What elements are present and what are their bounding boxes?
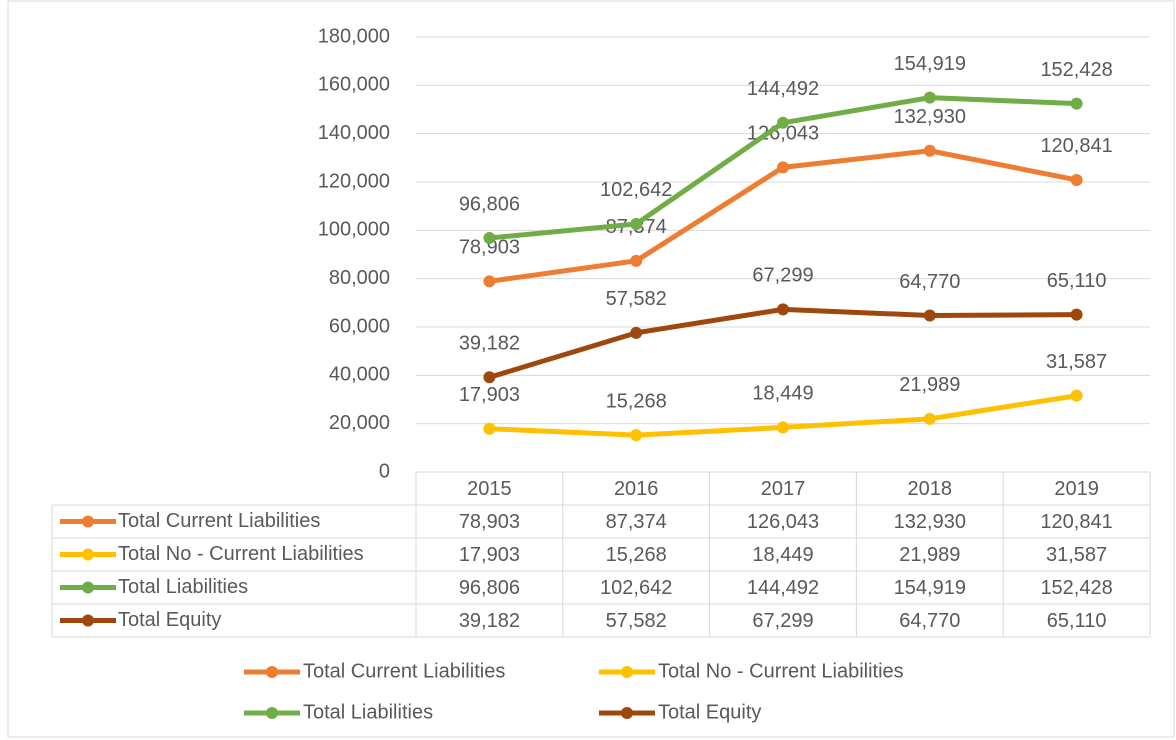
point-marker bbox=[630, 326, 643, 339]
table-cell: 39,182 bbox=[459, 610, 520, 632]
table-cell: 154,919 bbox=[894, 577, 966, 599]
table-cell: 144,492 bbox=[747, 577, 819, 599]
point-marker bbox=[483, 275, 496, 288]
table-cell: 65,110 bbox=[1047, 610, 1107, 632]
data-label: 120,841 bbox=[1040, 135, 1112, 157]
point-marker bbox=[923, 91, 936, 104]
y-tick-label: 0 bbox=[379, 460, 390, 482]
data-label: 65,110 bbox=[1047, 270, 1107, 292]
data-label: 31,587 bbox=[1046, 351, 1107, 373]
y-tick-label: 120,000 bbox=[318, 170, 390, 192]
legend-swatch-marker bbox=[82, 614, 94, 627]
table-cell: 120,841 bbox=[1040, 511, 1112, 533]
point-marker bbox=[923, 144, 936, 157]
point-marker bbox=[1070, 308, 1083, 321]
table-series-name: Total Current Liabilities bbox=[118, 510, 320, 532]
data-label: 57,582 bbox=[606, 288, 667, 310]
legend-swatch-marker bbox=[82, 581, 94, 594]
table-cell: 78,903 bbox=[459, 511, 520, 533]
point-marker bbox=[777, 303, 789, 316]
table-cell: 17,903 bbox=[459, 544, 520, 566]
legend-swatch-marker bbox=[82, 548, 94, 561]
y-tick-label: 20,000 bbox=[329, 412, 390, 434]
table-cell: 31,587 bbox=[1046, 544, 1107, 566]
data-label: 64,770 bbox=[899, 271, 960, 293]
data-label: 144,492 bbox=[747, 78, 819, 100]
table-cell: 67,299 bbox=[752, 610, 813, 632]
point-marker bbox=[630, 217, 643, 230]
table-series-name: Total Equity bbox=[118, 609, 221, 631]
table-cell: 126,043 bbox=[747, 511, 819, 533]
table-cell: 96,806 bbox=[459, 577, 520, 599]
point-marker bbox=[483, 232, 496, 245]
point-marker bbox=[923, 309, 936, 322]
table-cell: 18,449 bbox=[752, 544, 813, 566]
legend-swatch-marker bbox=[266, 707, 278, 719]
legend-label: Total Liabilities bbox=[303, 701, 433, 723]
data-label: 96,806 bbox=[459, 193, 520, 215]
data-label: 17,903 bbox=[459, 384, 520, 406]
point-marker bbox=[923, 412, 936, 425]
data-label: 18,449 bbox=[752, 383, 813, 405]
table-cell: 21,989 bbox=[899, 544, 960, 566]
x-tick-label: 2017 bbox=[761, 478, 806, 500]
data-label: 132,930 bbox=[894, 106, 966, 128]
y-tick-label: 100,000 bbox=[318, 219, 390, 241]
data-label: 78,903 bbox=[459, 237, 520, 259]
x-tick-label: 2019 bbox=[1054, 478, 1099, 500]
x-tick-label: 2018 bbox=[908, 478, 953, 500]
table-cell: 57,582 bbox=[606, 610, 667, 632]
table-series-name: Total Liabilities bbox=[118, 576, 248, 598]
legend-swatch-marker bbox=[621, 666, 633, 678]
y-tick-label: 40,000 bbox=[329, 364, 390, 386]
table-cell: 152,428 bbox=[1040, 577, 1112, 599]
y-tick-label: 160,000 bbox=[318, 74, 390, 96]
y-tick-label: 80,000 bbox=[329, 267, 390, 289]
y-tick-label: 60,000 bbox=[329, 315, 390, 337]
data-label: 154,919 bbox=[894, 53, 966, 75]
point-marker bbox=[1070, 97, 1083, 110]
data-label: 39,182 bbox=[459, 333, 520, 355]
table-cell: 132,930 bbox=[894, 511, 966, 533]
table-cell: 64,770 bbox=[899, 610, 960, 632]
table-cell: 102,642 bbox=[600, 577, 672, 599]
x-tick-label: 2016 bbox=[614, 478, 659, 500]
point-marker bbox=[777, 116, 789, 129]
y-tick-label: 180,000 bbox=[318, 25, 390, 47]
x-tick-label: 2015 bbox=[467, 478, 512, 500]
chart-frame bbox=[7, 0, 1175, 738]
point-marker bbox=[1070, 389, 1083, 402]
legend-label: Total Equity bbox=[658, 701, 761, 723]
data-label: 67,299 bbox=[752, 265, 813, 287]
legend-label: Total No - Current Liabilities bbox=[658, 660, 904, 682]
data-label: 15,268 bbox=[606, 390, 667, 412]
point-marker bbox=[483, 422, 496, 435]
legend-swatch-marker bbox=[621, 707, 633, 719]
point-marker bbox=[1070, 173, 1083, 186]
data-label: 102,642 bbox=[600, 179, 672, 201]
table-cell: 87,374 bbox=[606, 511, 667, 533]
legend-label: Total Current Liabilities bbox=[303, 660, 505, 682]
legend-swatch-marker bbox=[266, 666, 278, 678]
point-marker bbox=[777, 161, 789, 174]
legend-swatch-marker bbox=[82, 515, 94, 528]
point-marker bbox=[630, 429, 643, 442]
data-label: 21,989 bbox=[899, 374, 960, 396]
table-series-name: Total No - Current Liabilities bbox=[118, 543, 364, 565]
table-cell: 15,268 bbox=[606, 544, 667, 566]
point-marker bbox=[630, 254, 643, 267]
point-marker bbox=[777, 421, 789, 434]
data-label: 152,428 bbox=[1040, 59, 1112, 81]
data-label: 126,043 bbox=[747, 123, 819, 145]
point-marker bbox=[483, 371, 496, 384]
y-tick-label: 140,000 bbox=[318, 122, 390, 144]
